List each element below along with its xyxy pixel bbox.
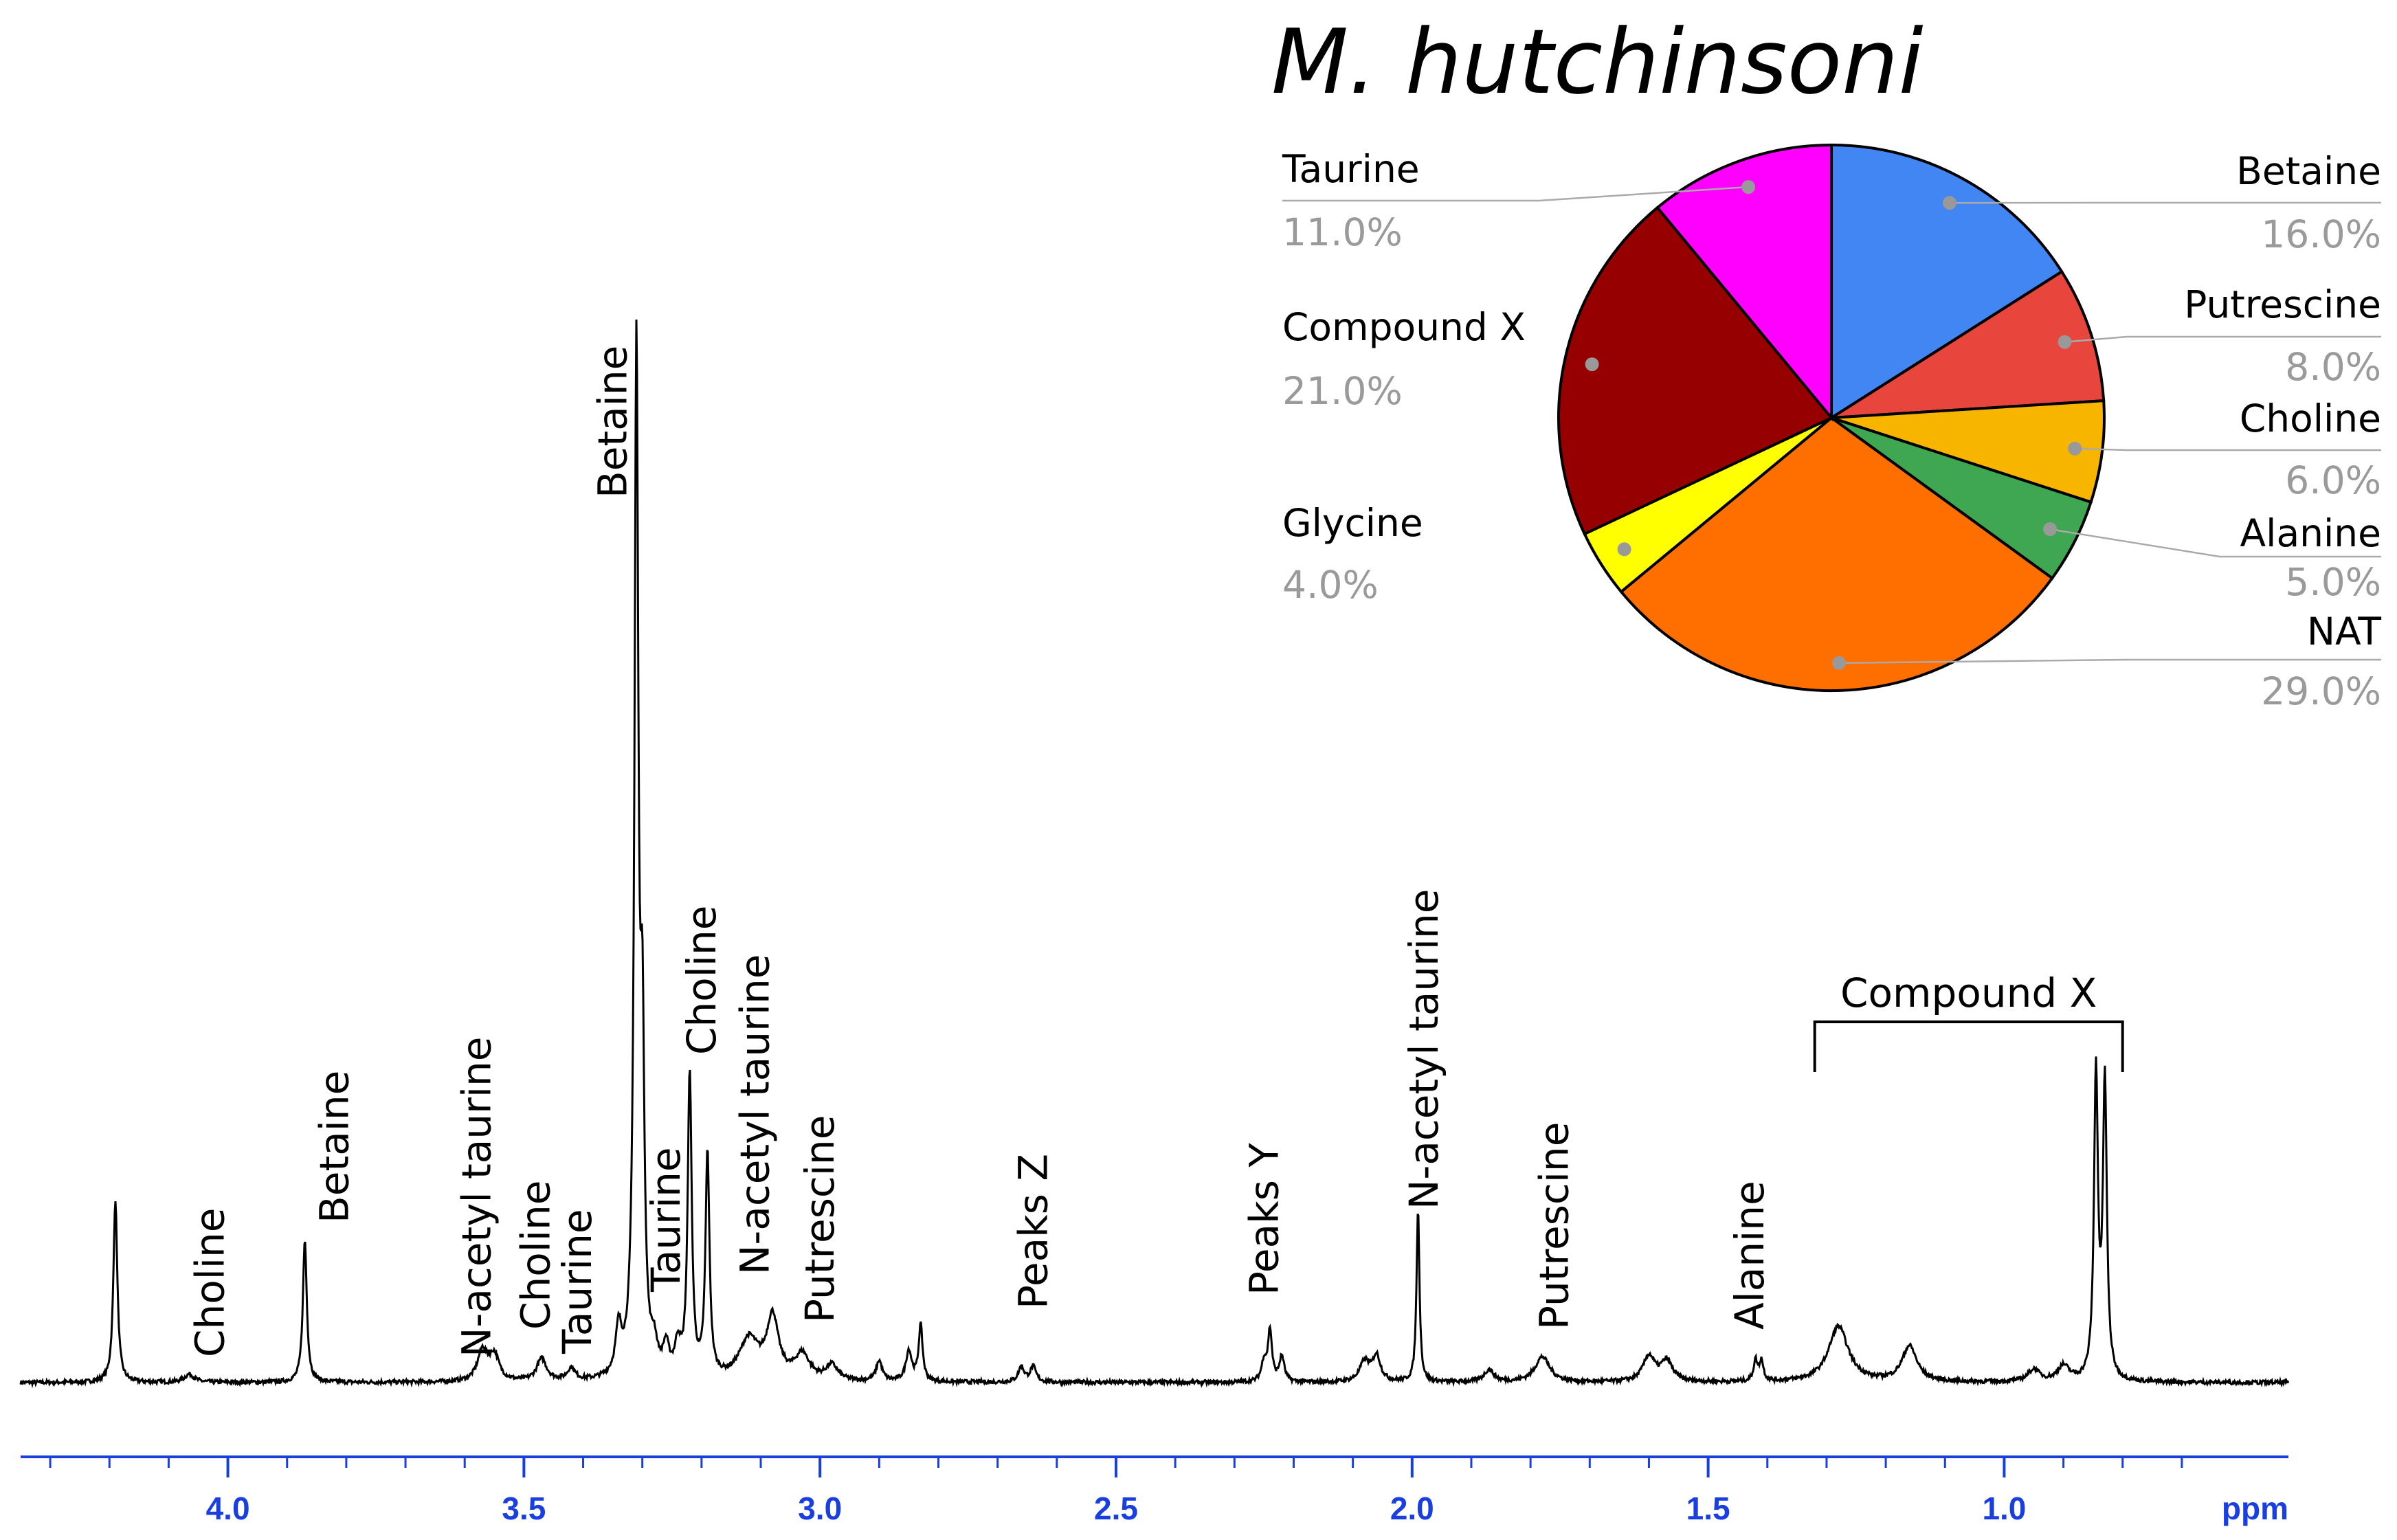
peak-label: N-acetyl taurine [453, 1037, 500, 1358]
pie-slice-percent: 5.0% [2285, 560, 2381, 604]
compound-x-bracket: Compound X [1813, 970, 2124, 1072]
x-axis-ticks: 4.0 3.5 3.0 2.5 2.0 1.5 1.0 [49, 1457, 2183, 1526]
pie-slice [1655, 143, 1833, 422]
pie-slice [1557, 205, 1834, 536]
pie-slice-dot [1832, 656, 1847, 670]
peak-label: Alanine [1726, 1181, 1773, 1330]
peak-label: Taurine [554, 1209, 601, 1354]
peak-label: N-acetyl taurine [731, 955, 778, 1275]
peak-label: Betaine [590, 346, 636, 498]
peak-label: Putrescine [1531, 1122, 1578, 1330]
pie-slice-percent: 8.0% [2285, 345, 2381, 389]
x-tick-label: 3.5 [502, 1491, 546, 1526]
pie-slice-dot [1617, 542, 1631, 557]
pie-slice-label: NAT [2307, 610, 2381, 654]
pie-slice-label: Taurine [1282, 147, 1420, 191]
peak-label: Peaks Y [1240, 1143, 1287, 1295]
pie-slice [1830, 269, 2106, 419]
peak-label: Betaine [311, 1071, 358, 1223]
pie-slice-label: Glycine [1282, 501, 1423, 545]
peak-label: Taurine [643, 1147, 689, 1293]
pie-slice-percent: 29.0% [2261, 669, 2381, 713]
bracket-label: Compound X [1840, 970, 2097, 1016]
bracket-line [1813, 1020, 2124, 1072]
pie-slice [1831, 399, 2106, 504]
pie-labels: Betaine 16.0% Putrescine 8.0% Choline 6.0% Ala… [1282, 147, 2381, 713]
pie-chart [1557, 143, 2106, 693]
pie-slice-percent: 4.0% [1282, 563, 1379, 607]
pie-leader-line [2075, 447, 2381, 451]
pie-leader-line [2064, 335, 2381, 343]
pie-slice-dot [1585, 357, 1599, 372]
peak-label: Putrescine [796, 1115, 843, 1323]
x-tick-label: 3.0 [798, 1491, 842, 1526]
x-tick-label: 1.0 [1982, 1491, 2026, 1526]
x-tick-label: 2.0 [1390, 1491, 1434, 1526]
pie-slice-label: Betaine [2236, 149, 2381, 193]
pie-slice-label: Compound X [1282, 305, 1526, 349]
x-tick-label: 4.0 [206, 1491, 250, 1526]
pie-slice-label: Alanine [2240, 511, 2381, 555]
pie-slice [1619, 416, 2054, 693]
pie-slice-percent: 6.0% [2285, 458, 2381, 502]
pie-slice-dot [2043, 522, 2058, 537]
pie-slice-percent: 21.0% [1282, 369, 1403, 413]
x-tick-label: 2.5 [1094, 1491, 1138, 1526]
x-tick-label: 1.5 [1686, 1491, 1730, 1526]
spectrum-trace [19, 319, 2290, 1389]
peak-label: Choline [678, 906, 725, 1055]
pie-title: M. hutchinsoni [1271, 10, 1924, 114]
pie-slice-percent: 16.0% [2261, 212, 2381, 256]
peak-label: N-acetyl taurine [1401, 889, 1447, 1210]
pie-leader-line [1839, 658, 2381, 665]
pie-slice-dot [1741, 180, 1756, 194]
pie-leader-line [2049, 528, 2381, 558]
pie-leader-line [1282, 186, 1749, 202]
pie-slice-dot [1943, 196, 1956, 210]
pie-slice-label: Putrescine [2184, 282, 2381, 326]
pie-slice-dot [2058, 335, 2072, 349]
pie-slice [1830, 143, 2064, 421]
peak-label: Peaks Z [1010, 1154, 1056, 1309]
pie-slice-label: Choline [2240, 397, 2381, 440]
x-axis-label: ppm [2222, 1491, 2288, 1526]
pie-slice-percent: 11.0% [1282, 210, 1403, 254]
peak-label: Choline [187, 1208, 234, 1357]
peak-label: Choline [513, 1181, 559, 1330]
pie-slice-dot [2068, 441, 2082, 456]
